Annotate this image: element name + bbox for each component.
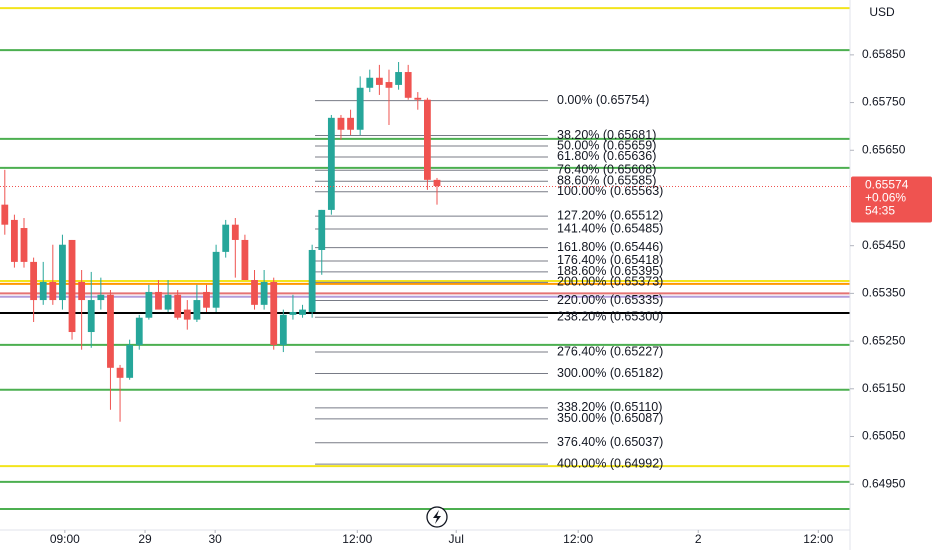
- y-tick-label: 0.65350: [862, 286, 906, 300]
- fib-label: 400.00% (0.64992): [557, 456, 663, 470]
- candle-body: [299, 309, 306, 315]
- fib-label: 38.20% (0.65681): [557, 128, 656, 142]
- y-tick-label: 0.64950: [862, 476, 906, 490]
- candle-body: [174, 294, 182, 318]
- candle-body: [337, 117, 345, 130]
- candle-body: [135, 317, 143, 345]
- y-tick-label: 0.65050: [862, 429, 906, 443]
- fib-label: 76.40% (0.65608): [557, 163, 656, 177]
- candle-body: [164, 294, 172, 310]
- candle-body: [327, 117, 335, 210]
- y-tick-label: 0.65250: [862, 333, 906, 347]
- fib-label: 276.40% (0.65227): [557, 344, 663, 358]
- candle-body: [116, 367, 124, 378]
- candle-body: [231, 224, 239, 240]
- candle-body: [270, 281, 278, 345]
- fib-label: 100.00% (0.65563): [557, 184, 663, 198]
- candle-body: [107, 294, 114, 368]
- last-change: +0.06%: [865, 191, 906, 205]
- y-tick-label: 0.65450: [862, 238, 906, 252]
- x-tick-label: 29: [138, 532, 152, 546]
- candle-body: [433, 179, 441, 187]
- plot: 0.00% (0.65754) 38.20% (0.65681)50.00% (0…: [0, 7, 850, 511]
- candle-body: [241, 239, 249, 281]
- fib-label: 141.40% (0.65485): [557, 221, 663, 235]
- x-tick-label: 2: [695, 532, 702, 546]
- candle-body: [366, 77, 374, 88]
- replay-icon[interactable]: [426, 506, 448, 528]
- candle-body: [68, 239, 76, 333]
- candle-body: [59, 244, 66, 301]
- candle-body: [424, 99, 431, 180]
- candle-body: [87, 300, 95, 333]
- candle-body: [20, 228, 28, 262]
- candle-body: [145, 291, 153, 318]
- candle-body: [155, 291, 162, 310]
- candle-body: [193, 300, 201, 320]
- y-tick-label: 0.65850: [862, 47, 906, 61]
- candle-body: [203, 291, 210, 308]
- x-tick-label: 12:00: [342, 532, 372, 546]
- x-tick-label: 09:00: [50, 532, 80, 546]
- x-tick-label: Jul: [449, 532, 464, 546]
- fib-label: 50.00% (0.65659): [557, 138, 656, 152]
- candle-body: [251, 280, 258, 305]
- fib-label: 61.80% (0.65636): [557, 149, 656, 163]
- fib-label: 176.40% (0.65418): [557, 253, 663, 267]
- candle-body: [385, 82, 393, 88]
- candle-body: [404, 72, 412, 98]
- candle-body: [414, 97, 422, 100]
- candle-body: [289, 311, 297, 315]
- candle-body: [222, 224, 230, 252]
- candle-body: [395, 72, 402, 85]
- fib-label: 161.80% (0.65446): [557, 240, 663, 254]
- y-tick-label: 0.65150: [862, 381, 906, 395]
- candle-body: [279, 314, 287, 345]
- fib-label: 338.20% (0.65110): [557, 400, 662, 414]
- currency: USD: [869, 5, 895, 19]
- countdown: 54:35: [865, 204, 895, 218]
- fib-label: 88.60% (0.65585): [557, 174, 656, 188]
- fib-label: 238.20% (0.65300): [557, 310, 663, 324]
- candle-body: [39, 281, 47, 301]
- candle-body: [11, 219, 18, 262]
- fib-label: 220.00% (0.65335): [557, 293, 663, 307]
- candle-body: [126, 344, 134, 378]
- y-tick-label: 0.65650: [862, 142, 906, 156]
- y-tick-label: 0.65750: [862, 95, 906, 109]
- fib-label: 376.40% (0.65037): [557, 435, 663, 449]
- candle-body: [318, 209, 326, 250]
- candle-body: [375, 77, 383, 85]
- fib-label: 300.00% (0.65182): [557, 366, 663, 380]
- candle-body: [356, 87, 364, 130]
- candle-body: [78, 281, 86, 301]
- candle-body: [308, 249, 316, 312]
- x-tick-label: 12:00: [803, 532, 833, 546]
- candle-body: [49, 281, 57, 301]
- fib-label: 188.60% (0.65395): [557, 264, 663, 278]
- last-price-badge: [851, 176, 932, 223]
- candle-body: [1, 204, 9, 225]
- candle-body: [183, 309, 191, 320]
- candle-body: [260, 281, 268, 305]
- last-price: 0.65574: [865, 178, 909, 192]
- candle-body: [30, 261, 38, 301]
- fib-label: 350.00% (0.65087): [557, 411, 663, 425]
- fib-label: 0.00% (0.65754): [557, 93, 649, 107]
- fib-label: 127.20% (0.65512): [557, 208, 663, 222]
- x-tick-label: 30: [208, 532, 222, 546]
- fib-label: 200.00% (0.65373): [557, 275, 663, 289]
- x-tick-label: 12:00: [563, 532, 593, 546]
- candle-body: [347, 117, 354, 130]
- candle-body: [97, 294, 105, 301]
- candle-body: [212, 251, 220, 308]
